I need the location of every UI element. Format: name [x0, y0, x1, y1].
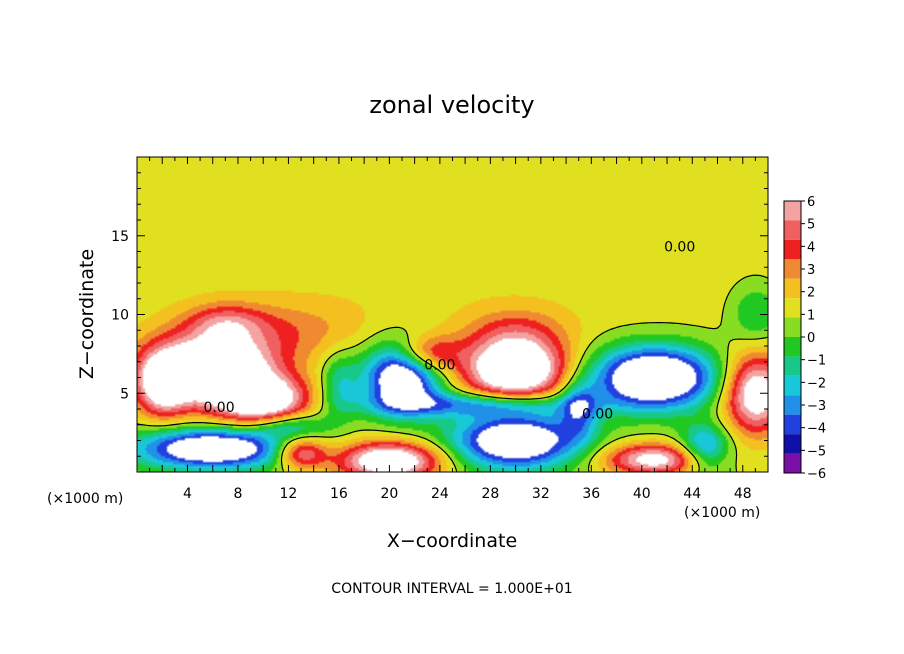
colorbar-label: 6	[807, 195, 815, 210]
x-axis-label: X−coordinate	[387, 530, 517, 552]
x-tick-label: 32	[532, 486, 550, 502]
colorbar-swatch	[784, 220, 801, 240]
x-tick-label: 16	[330, 486, 348, 502]
x-tick-label: 20	[380, 486, 398, 502]
colorbar-swatch	[784, 337, 801, 357]
y-axis-label: Z−coordinate	[76, 249, 98, 379]
colorbar-swatch	[784, 434, 801, 454]
contour-label: 0.00	[664, 240, 695, 256]
colorbar-swatch	[784, 375, 801, 396]
chart-title: zonal velocity	[369, 91, 534, 119]
colorbar-swatch	[784, 453, 801, 473]
colorbar-swatch	[784, 395, 801, 415]
colorbar-label: −2	[807, 376, 826, 391]
y-axis-ticks: 5 10 15	[111, 172, 768, 457]
x-tick-label: 40	[633, 486, 651, 502]
x-tick-label: 44	[683, 486, 701, 502]
x-tick-label: 48	[734, 486, 752, 502]
x-tick-label: 8	[233, 486, 242, 502]
colorbar-label: 2	[807, 286, 815, 301]
x-unit-right: (×1000 m)	[684, 505, 760, 521]
y-tick-label: 10	[111, 308, 129, 324]
colorbar-labels: 6 5 4 3 2 1 0 −1 −2 −3 −4 −5 −6	[801, 195, 826, 482]
colorbar-label: −5	[807, 444, 826, 459]
y-tick-label: 5	[120, 386, 129, 402]
colorbar-swatch	[784, 259, 801, 279]
colorbar-label: 0	[807, 331, 815, 346]
zero-contour-line	[136, 274, 769, 473]
plot-area: 0.00 0.00 0.00 0.00	[136, 156, 769, 473]
x-tick-label: 12	[280, 486, 298, 502]
contour-label: 0.00	[203, 400, 234, 416]
x-tick-label: 36	[582, 486, 600, 502]
colorbar-swatch	[784, 414, 801, 435]
zero-contours	[136, 274, 769, 473]
colorbar-label: 3	[807, 263, 815, 278]
colorbar-label: −4	[807, 422, 826, 437]
contour-interval-note: CONTOUR INTERVAL = 1.000E+01	[331, 581, 572, 597]
colorbar-swatch	[784, 317, 801, 337]
y-tick-label: 15	[111, 229, 129, 245]
colorbar-label: 4	[807, 240, 815, 255]
colorbar-label: −6	[807, 467, 826, 482]
colorbar-label: 5	[807, 218, 815, 233]
colorbar-swatch	[784, 356, 801, 376]
contour-label: 0.00	[582, 406, 613, 422]
colorbar-label: 1	[807, 308, 815, 323]
x-axis-ticks: 4 8 12 16 20 24 28 32 36 40 44 48	[149, 157, 756, 502]
x-tick-label: 28	[481, 486, 499, 502]
colorbar: 6 5 4 3 2 1 0 −1 −2 −3 −4 −5 −6	[783, 195, 826, 482]
x-unit-left: (×1000 m)	[47, 491, 123, 507]
colorbar-swatch	[784, 298, 801, 318]
x-tick-label: 4	[183, 486, 192, 502]
colorbar-label: −1	[807, 354, 826, 369]
colorbar-label: −3	[807, 399, 826, 414]
contour-label: 0.00	[424, 358, 455, 374]
x-tick-label: 24	[431, 486, 449, 502]
colorbar-swatch	[784, 239, 801, 260]
colorbar-swatch	[784, 201, 801, 221]
velocity-field	[137, 157, 768, 472]
contour-labels: 0.00 0.00 0.00 0.00	[203, 240, 695, 423]
colorbar-swatch	[784, 278, 801, 299]
